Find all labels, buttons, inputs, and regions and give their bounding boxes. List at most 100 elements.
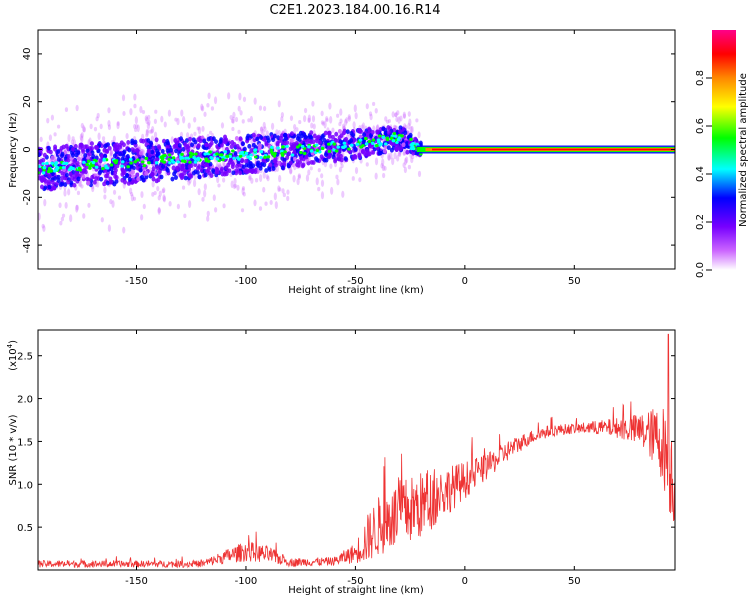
snr-xtick-label: -150	[125, 576, 148, 587]
spectrogram-cell	[81, 149, 86, 154]
spectrogram-cell	[320, 110, 324, 117]
spectrogram-cell	[351, 155, 356, 161]
spectrogram-cell	[289, 131, 294, 137]
spectrogram-cell	[94, 165, 99, 169]
spectrogram-cell	[39, 175, 44, 181]
spectrogram-cell	[222, 203, 226, 209]
spectrogram-cell	[139, 105, 143, 114]
spectrogram-cell	[248, 175, 252, 181]
spectrogram-cell	[261, 128, 265, 137]
spectrogram-cell	[42, 168, 47, 172]
spectrogram-cell	[402, 162, 406, 168]
spectrogram-cell	[292, 156, 297, 162]
spectrogram-cell	[42, 225, 46, 232]
spectrogram-cell	[130, 192, 134, 197]
spectrogram-cell	[125, 172, 130, 178]
colorbar-tick-label: 0.4	[695, 166, 706, 182]
spectrogram-cell	[231, 116, 235, 124]
spectrogram-cell	[170, 176, 175, 182]
spectrogram-cell	[171, 165, 176, 171]
spectrogram-cell	[282, 140, 287, 146]
spectrogram-cell	[214, 207, 218, 213]
spectrogram-cell	[417, 170, 422, 178]
spectrogram-cell	[270, 145, 274, 149]
spectrogram-cell	[354, 112, 358, 120]
spectrogram-cell	[180, 152, 184, 156]
spectrogram-cell	[134, 127, 138, 133]
spectrogram-cell	[80, 135, 84, 143]
spectrogram-cell	[180, 159, 185, 163]
spectrogram-cell	[105, 180, 110, 186]
spectrogram-cell	[265, 157, 270, 163]
spectrogram-cell	[383, 166, 387, 171]
spectrogram-cell	[187, 122, 191, 129]
spectrogram-cell	[130, 180, 135, 185]
spectrogram-cell	[327, 153, 332, 159]
spectrogram-cell	[77, 166, 82, 170]
spectrogram-cell	[275, 140, 280, 146]
spectrogram-cell	[259, 135, 264, 140]
spectrogram-cell	[283, 150, 287, 154]
spectrogram-cell	[259, 150, 264, 154]
spectrogram-cell	[46, 145, 51, 151]
spectrogram-cell	[347, 115, 351, 122]
spectrogram-cell	[97, 132, 101, 141]
spectrogram-cell	[385, 136, 390, 140]
spectrogram-cell	[238, 92, 242, 101]
spectrogram-panel: -150 -100 -50 0 50 -40 -20 0 20 40 Height of stra…	[8, 29, 676, 296]
spectrogram-cell	[101, 166, 105, 171]
spectrogram-cell	[201, 196, 205, 202]
snr-axes: -150 -100 -50 0 50 0.5 1.0 1.5 2.0 2.5	[17, 330, 675, 587]
spectrogram-cell	[341, 190, 345, 198]
spectrogram-cell	[141, 109, 146, 115]
spectrogram-cell	[314, 143, 319, 147]
spectrogram-cell	[174, 148, 179, 154]
spectrogram-cell	[99, 176, 104, 182]
spectrogram-axes: -150 -100 -50 0 50 -40 -20 0 20 40	[22, 30, 675, 287]
spectrogram-cell	[228, 154, 232, 159]
spectrogram-cell	[87, 202, 91, 208]
spectrogram-cell	[305, 174, 310, 182]
spectrogram-cell	[280, 152, 284, 156]
spectrogram-cell	[338, 122, 342, 127]
spectrogram-cell	[241, 186, 246, 191]
spectrogram-cell	[146, 121, 150, 130]
spectrogram-cell	[298, 120, 302, 125]
spectrogram-cell	[80, 132, 84, 139]
spectrogram-cell	[130, 140, 135, 146]
spectrogram-cell	[381, 135, 386, 139]
spectrogram-cell	[248, 174, 252, 180]
spectrogram-cell	[242, 96, 247, 103]
spectrogram-cell	[151, 166, 156, 172]
spectrogram-cell	[41, 171, 46, 175]
spectrogram-cell	[101, 136, 106, 141]
spectrogram-cell	[39, 184, 44, 190]
spectrogram-cell	[403, 130, 408, 136]
spectrogram-cell	[140, 214, 144, 221]
spectrogram-cell	[222, 177, 226, 183]
spectrogram-cell	[162, 187, 166, 193]
spectrogram-cell	[392, 132, 397, 136]
spectrogram-cell	[209, 156, 213, 160]
spectrogram-cell	[310, 122, 314, 129]
spectrogram-cell	[201, 105, 205, 112]
spectrogram-cell	[327, 149, 332, 153]
spectrogram-cell	[120, 164, 124, 168]
spectrogram-cell	[365, 162, 369, 167]
spectrogram-cell	[151, 145, 156, 151]
spectrogram-cell	[263, 105, 267, 112]
spectrogram-cell	[58, 202, 62, 209]
snr-ytick-label: 1.5	[17, 437, 33, 448]
spectrogram-cell	[91, 185, 95, 193]
spectrogram-cell	[142, 164, 147, 168]
spectrogram-cell	[333, 157, 338, 162]
spectrogram-cell	[190, 152, 195, 156]
spectrogram-cell	[298, 130, 303, 136]
spectrogram-cell	[287, 151, 292, 156]
spectrogram-cell	[339, 108, 343, 116]
spectrogram-cell	[50, 155, 55, 161]
spectrogram-cell	[95, 116, 99, 122]
spectrogram-cell	[405, 149, 410, 155]
spectrogram-cell	[72, 182, 77, 188]
spectrogram-cell	[367, 143, 372, 149]
